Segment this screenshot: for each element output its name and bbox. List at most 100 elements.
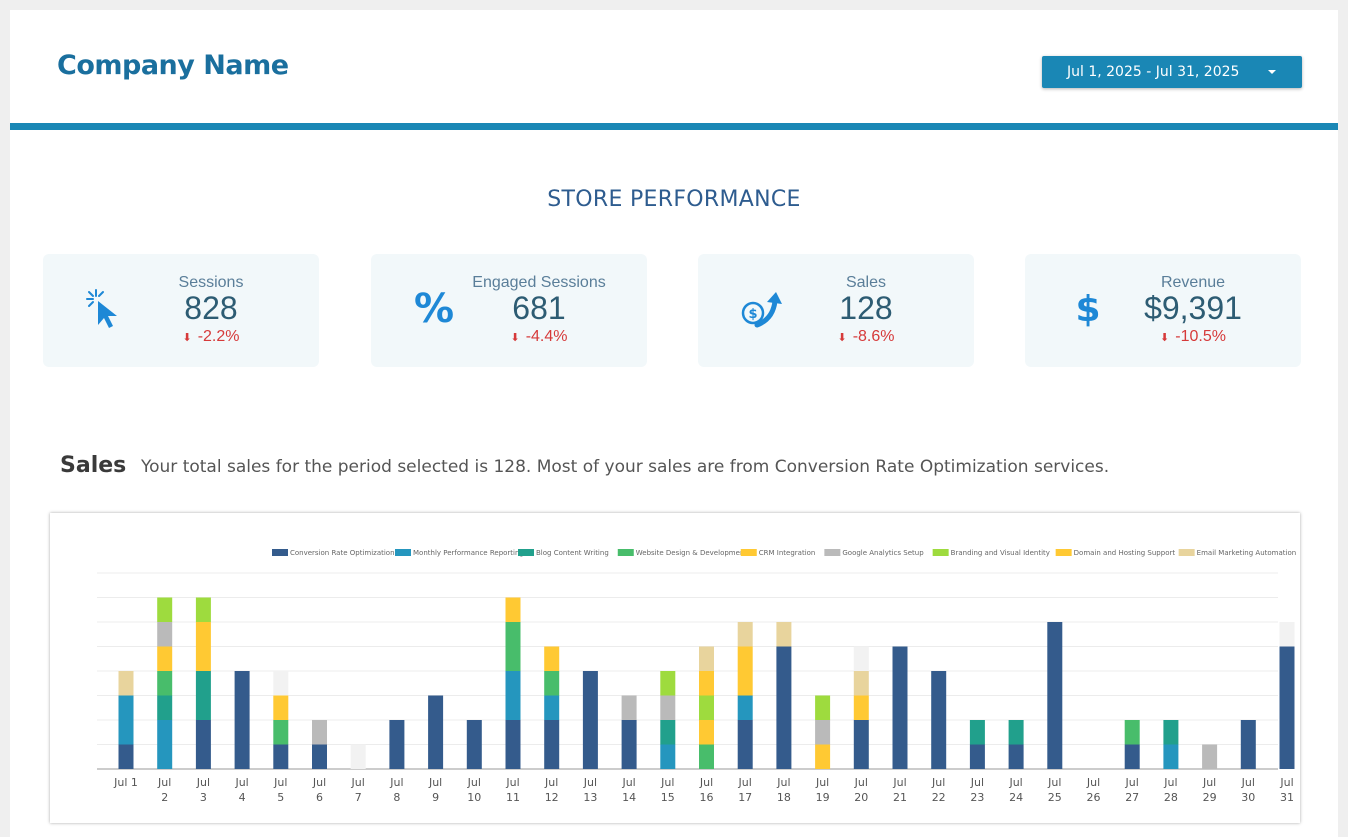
bar-segment[interactable] [505,597,521,623]
bar-segment[interactable] [234,671,250,769]
bar-segment[interactable] [1240,720,1256,769]
bar-segment[interactable] [582,671,598,769]
bar-segment[interactable] [1279,622,1295,647]
bar-segment[interactable] [660,671,676,696]
legend-item[interactable]: Conversion Rate Optimization [272,549,395,557]
x-tick-label: 8 [393,791,400,804]
bar-segment[interactable] [737,646,753,672]
bar-segment[interactable] [273,695,289,721]
bar-segment[interactable] [853,695,869,721]
x-tick-label: Jul [312,776,326,789]
legend-item[interactable]: Blog Content Writing [518,549,609,557]
bar-segment[interactable] [1124,720,1140,745]
bar-segment[interactable] [1008,720,1024,745]
bar-segment[interactable] [621,720,637,769]
bar-segment[interactable] [118,744,134,770]
bar-segment[interactable] [737,695,753,721]
bar-segment[interactable] [195,597,211,623]
bar-segment[interactable] [118,695,134,745]
legend-item[interactable]: Website Design & Development [617,549,748,557]
bar-segment[interactable] [312,744,327,770]
bar-segment[interactable] [157,646,173,672]
bar-segment[interactable] [195,720,211,769]
bar-segment[interactable] [273,671,289,696]
bar-segment[interactable] [853,646,869,672]
bar-segment[interactable] [699,695,714,721]
bar-segment[interactable] [312,720,327,745]
bar-segment[interactable] [815,744,831,770]
bar-segment[interactable] [969,744,985,770]
bar-segment[interactable] [273,720,289,745]
bar-segment[interactable] [931,671,947,769]
x-tick-label: Jul [815,776,829,789]
date-range-label: Jul 1, 2025 - Jul 31, 2025 [1067,64,1240,80]
bar-segment[interactable] [273,744,289,770]
bar-segment[interactable] [505,622,521,671]
bar-segment[interactable] [544,646,560,672]
x-tick-label: Jul [505,776,519,789]
bar-segment[interactable] [157,695,173,721]
bar-segment[interactable] [699,671,714,696]
bar-segment[interactable] [157,720,173,769]
legend-item[interactable]: Domain and Hosting Support [1055,549,1176,557]
bar-segment[interactable] [505,720,521,769]
bar-segment[interactable] [544,720,560,769]
bar-segment[interactable] [737,622,753,647]
bar-segment[interactable] [621,695,637,721]
bar-segment[interactable] [660,695,676,721]
bar-segment[interactable] [699,720,714,745]
sales-description: Your total sales for the period selected… [141,457,1110,477]
report-header: Company Name Jul 1, 2025 - Jul 31, 2025 [10,10,1338,123]
bar-segment[interactable] [389,720,405,769]
bar-segment[interactable] [853,671,869,696]
legend-item[interactable]: CRM Integration [740,549,816,557]
bar-segment[interactable] [892,646,908,770]
legend-item[interactable]: Branding and Visual Identity [932,549,1050,557]
bar-segment[interactable] [544,671,560,696]
date-range-picker[interactable]: Jul 1, 2025 - Jul 31, 2025 [1042,56,1302,88]
bar-segment[interactable] [1124,744,1140,770]
bar-segment[interactable] [1047,622,1063,769]
legend-item[interactable]: Email Marketing Automation [1178,549,1297,557]
bar-segment[interactable] [350,744,366,770]
bar-segment[interactable] [1163,744,1179,770]
bar-segment[interactable] [737,671,753,696]
bar-segment[interactable] [776,646,792,770]
legend-label: Blog Content Writing [536,549,609,557]
bar-segment[interactable] [544,695,560,721]
legend-label: Website Design & Development [636,549,748,557]
bar-segment[interactable] [1202,744,1218,770]
bar-segment[interactable] [1279,646,1295,770]
bar-segment[interactable] [815,720,831,745]
bar-segment[interactable] [1008,744,1024,770]
legend-item[interactable]: Monthly Performance Reporting [395,549,524,557]
bar-segment[interactable] [969,720,985,745]
bar-segment[interactable] [1163,720,1179,745]
legend-swatch [518,549,534,556]
x-tick-label: Jul [1163,776,1177,789]
dollar-icon: $ [1075,288,1101,330]
bar-segment[interactable] [466,720,482,769]
x-tick-label: Jul [1125,776,1139,789]
bar-segment[interactable] [853,720,869,769]
bar-segment[interactable] [157,671,173,696]
bar-segment[interactable] [815,695,831,721]
bar-segment[interactable] [660,720,676,745]
bar-segment[interactable] [737,720,753,769]
bar-segment[interactable] [118,671,134,696]
x-tick-label: 6 [316,791,323,804]
bar-segment[interactable] [157,597,173,623]
x-tick-label: Jul [970,776,984,789]
bar-segment[interactable] [776,622,792,647]
bar-segment[interactable] [195,622,211,671]
bar-segment[interactable] [699,744,714,770]
bar-segment[interactable] [157,622,173,647]
legend-label: CRM Integration [759,549,816,557]
bar-segment[interactable] [428,695,444,770]
bar-segment[interactable] [699,646,714,672]
legend-swatch [272,549,288,556]
bar-segment[interactable] [505,671,521,720]
legend-item[interactable]: Google Analytics Setup [824,549,924,557]
bar-segment[interactable] [195,671,211,720]
bar-segment[interactable] [660,744,676,770]
